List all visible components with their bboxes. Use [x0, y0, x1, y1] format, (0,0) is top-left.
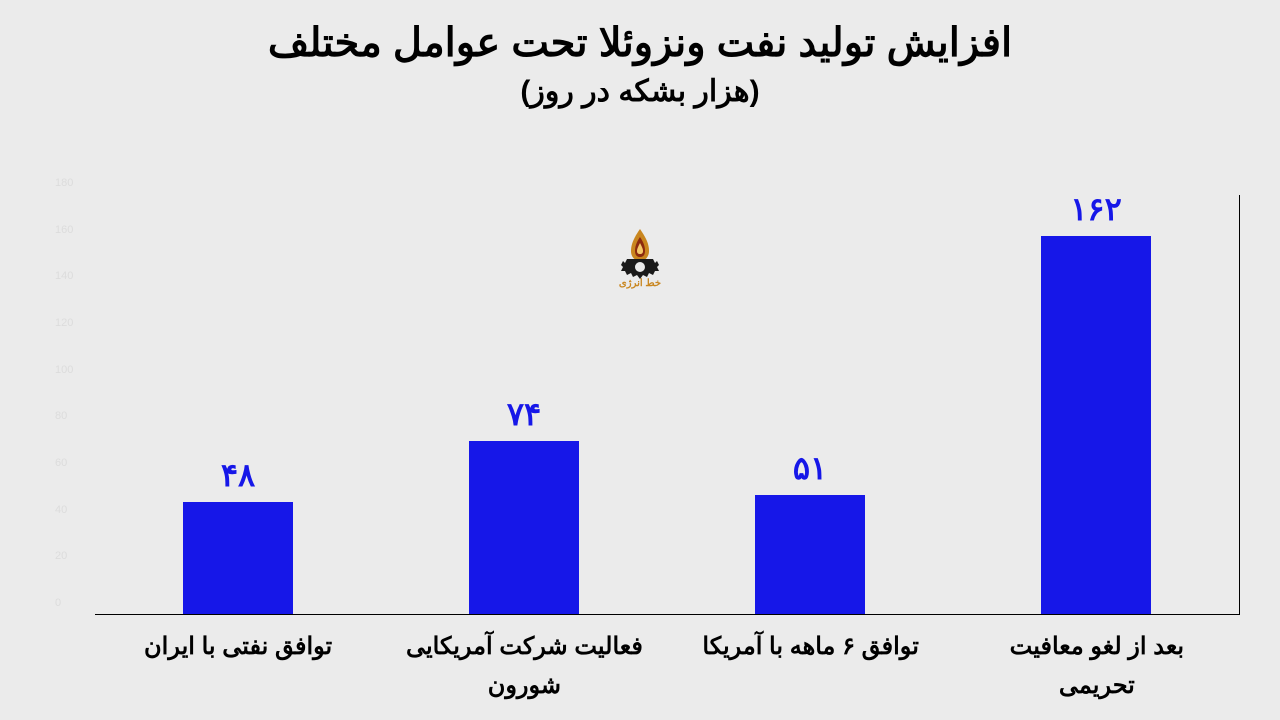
bar-value: ۵۱ — [793, 449, 827, 487]
y-tick: 120 — [55, 317, 73, 329]
y-tick: 0 — [55, 597, 61, 609]
bar-value: ۱۶۲ — [1070, 190, 1122, 228]
bar — [183, 502, 293, 614]
bar-group: ۴۸ — [112, 456, 364, 614]
x-axis-labels: توافق نفتی با ایران فعالیت شرکت آمریکایی … — [95, 628, 1240, 705]
bar-value: ۷۴ — [507, 395, 541, 433]
chart-title: افزایش تولید نفت ونزوئلا تحت عوامل مختلف — [0, 0, 1280, 66]
chart-subtitle: (هزار بشکه در روز) — [0, 74, 1280, 109]
y-tick: 180 — [55, 177, 73, 189]
bar-value: ۴۸ — [221, 456, 255, 494]
bar — [1041, 236, 1151, 614]
bar-group: ۷۴ — [398, 395, 650, 614]
y-tick: 60 — [55, 457, 67, 469]
y-tick: 100 — [55, 364, 73, 376]
y-axis: 020406080100120140160180 — [55, 195, 90, 615]
bar — [469, 441, 579, 614]
y-tick: 20 — [55, 550, 67, 562]
y-tick: 40 — [55, 504, 67, 516]
y-tick: 140 — [55, 270, 73, 282]
chart-area: 020406080100120140160180 ۱۶۲۵۱۷۴۴۸ — [55, 195, 1240, 615]
x-axis-label: فعالیت شرکت آمریکایی شورون — [398, 628, 650, 705]
bar — [755, 495, 865, 614]
y-tick: 160 — [55, 224, 73, 236]
bar-group: ۵۱ — [684, 449, 936, 614]
bars-container: ۱۶۲۵۱۷۴۴۸ — [95, 195, 1240, 615]
x-axis-label: توافق نفتی با ایران — [112, 628, 364, 705]
bar-group: ۱۶۲ — [970, 190, 1222, 614]
x-axis-label: بعد از لغو معافیت تحریمی — [971, 628, 1223, 705]
x-axis-label: توافق ۶ ماهه با آمریکا — [685, 628, 937, 705]
y-tick: 80 — [55, 410, 67, 422]
